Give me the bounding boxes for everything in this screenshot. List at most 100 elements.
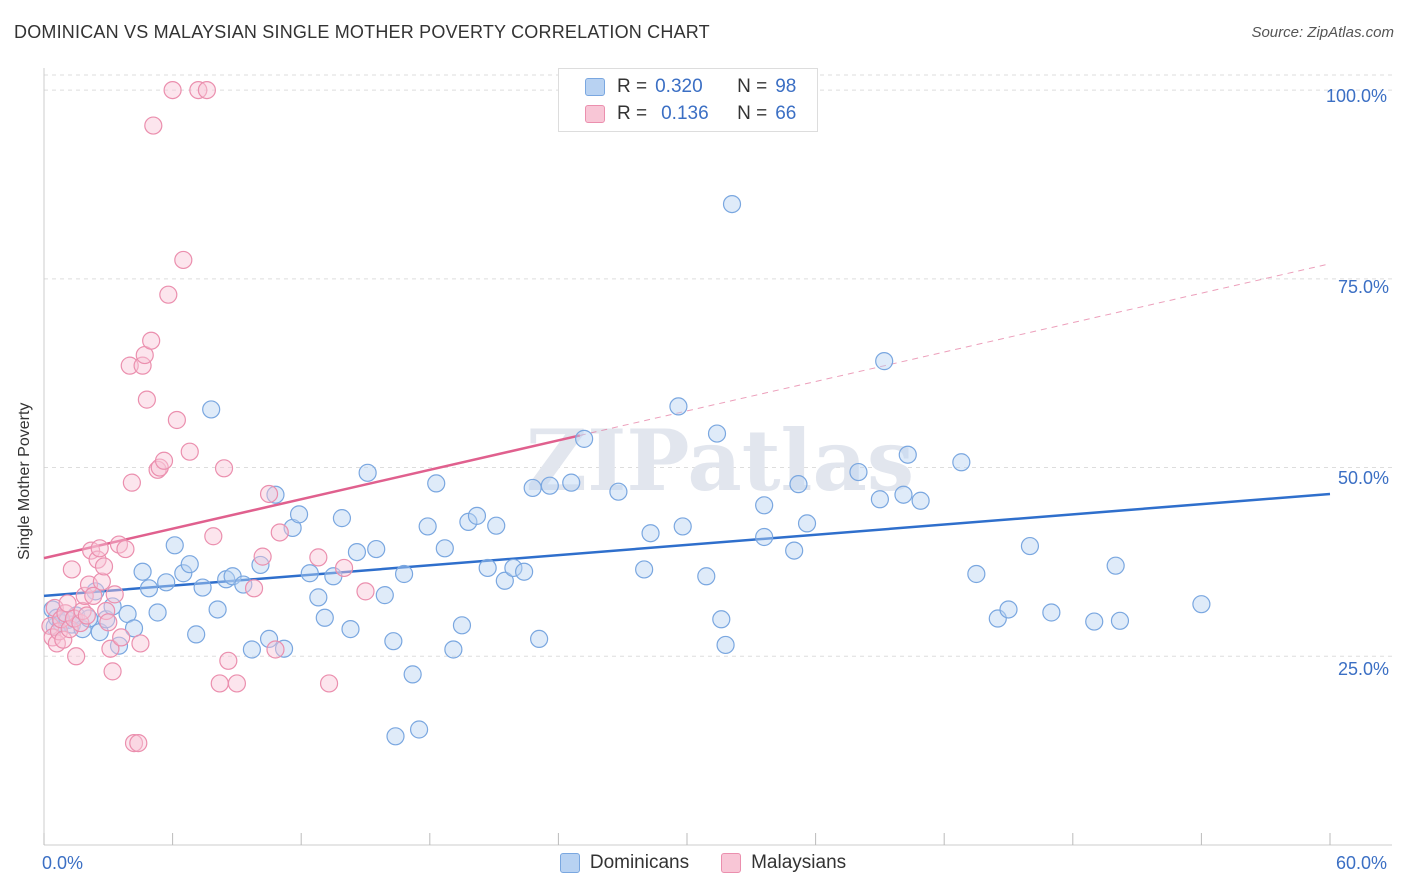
- point-malaysians-23: [94, 557, 114, 576]
- point-dominicans-45: [367, 539, 386, 559]
- legend-swatch-dominicans: [585, 78, 605, 96]
- point-dominicans-44: [358, 463, 377, 482]
- chart-title: DOMINICAN VS MALAYSIAN SINGLE MOTHER POV…: [14, 22, 710, 42]
- point-dominicans-21: [174, 564, 193, 583]
- point-malaysians-34: [124, 733, 144, 753]
- legend-swatch-malaysians: [585, 105, 605, 123]
- point-dominicans-88: [898, 445, 917, 464]
- point-dominicans-41: [332, 509, 352, 528]
- x-tick-label-min: 0.0%: [42, 853, 84, 873]
- axes: [43, 68, 1392, 846]
- point-dominicans-64: [523, 478, 542, 498]
- point-dominicans-22: [180, 555, 199, 574]
- point-dominicans-87: [894, 485, 913, 504]
- point-dominicans-90: [952, 453, 971, 472]
- point-dominicans-82: [789, 475, 808, 494]
- point-dominicans-54: [435, 539, 454, 558]
- point-dominicans-52: [418, 517, 437, 536]
- point-malaysians-61: [270, 523, 289, 542]
- point-dominicans-78: [722, 194, 742, 214]
- point-dominicans-43: [347, 542, 367, 562]
- point-dominicans-84: [849, 462, 868, 482]
- point-dominicans-20: [165, 536, 184, 555]
- point-malaysians-49: [180, 442, 199, 461]
- legend-label-malaysians: Malaysians: [751, 852, 847, 873]
- point-malaysians-54: [214, 459, 234, 478]
- point-dominicans-33: [266, 485, 285, 504]
- point-dominicans-97: [1106, 556, 1125, 575]
- trend-line-dominicans: [43, 492, 1331, 598]
- legend-n-label: N =: [737, 76, 768, 97]
- point-dominicans-49: [403, 665, 422, 684]
- point-dominicans-61: [495, 571, 514, 590]
- legend-r-label: R =: [617, 103, 648, 124]
- point-dominicans-32: [259, 629, 279, 649]
- point-malaysians-56: [227, 674, 246, 693]
- legend-swatch-dominicans: [559, 853, 580, 873]
- y-tick-label-75: 75.0%: [1338, 277, 1390, 297]
- chart-source: Source: ZipAtlas.com: [1251, 24, 1394, 41]
- point-dominicans-71: [641, 524, 660, 543]
- point-malaysians-10: [62, 560, 81, 579]
- trend-line-malaysians: [43, 434, 581, 560]
- legend-swatch-malaysians: [721, 853, 742, 873]
- point-dominicans-36: [289, 505, 309, 524]
- point-malaysians-65: [356, 582, 375, 601]
- point-dominicans-63: [515, 562, 534, 581]
- point-malaysians-30: [112, 628, 131, 647]
- point-malaysians-63: [319, 674, 339, 693]
- point-malaysians-39: [137, 390, 156, 409]
- legend-n-value: 98: [775, 76, 797, 97]
- stats-legend: R = 0.320 N = 98 R = 0.136 N = 66: [558, 68, 818, 132]
- point-malaysians-64: [334, 558, 354, 578]
- point-dominicans-38: [309, 588, 328, 607]
- point-dominicans-50: [386, 727, 405, 746]
- point-dominicans-58: [467, 506, 487, 525]
- point-dominicans-80: [755, 527, 774, 547]
- legend-n-value: 66: [775, 103, 797, 124]
- point-dominicans-94: [1020, 536, 1040, 556]
- point-malaysians-52: [204, 527, 223, 546]
- point-malaysians-47: [167, 410, 186, 430]
- point-dominicans-66: [540, 476, 559, 495]
- point-dominicans-98: [1110, 611, 1130, 630]
- watermark: ZIPatlas: [526, 411, 914, 510]
- legend-r-value: 0.136: [661, 103, 709, 124]
- point-dominicans-51: [409, 720, 429, 739]
- point-malaysians-22: [92, 572, 111, 591]
- point-dominicans-15: [124, 619, 144, 638]
- point-malaysians-19: [84, 586, 103, 605]
- point-dominicans-89: [911, 491, 930, 510]
- point-dominicans-46: [375, 586, 394, 605]
- legend-r-value: 0.320: [655, 76, 703, 97]
- point-malaysians-59: [259, 484, 279, 504]
- point-malaysians-45: [159, 285, 178, 304]
- point-dominicans-73: [673, 517, 692, 536]
- point-dominicans-42: [341, 619, 360, 639]
- point-malaysians-25: [99, 613, 118, 632]
- point-dominicans-26: [208, 600, 227, 619]
- point-dominicans-25: [202, 400, 221, 419]
- point-malaysians-58: [253, 547, 272, 566]
- legend-label-dominicans: Dominicans: [589, 852, 690, 873]
- point-malaysians-27: [103, 662, 122, 681]
- legend-row-dominicans: R = 0.320 N = 98: [585, 75, 796, 99]
- point-malaysians-9: [60, 619, 79, 639]
- point-malaysians-12: [67, 647, 86, 666]
- point-dominicans-23: [187, 625, 206, 644]
- point-malaysians-21: [90, 539, 109, 558]
- trend-lines: [43, 263, 1331, 598]
- point-malaysians-55: [219, 651, 238, 670]
- point-dominicans-69: [609, 482, 628, 501]
- y-tick-label-100: 100.0%: [1326, 86, 1388, 106]
- point-malaysians-62: [309, 548, 328, 567]
- point-dominicans-75: [707, 424, 727, 443]
- data-points: [41, 80, 1211, 753]
- legend-item-malaysians: Malaysians: [721, 852, 846, 874]
- point-dominicans-59: [478, 558, 497, 578]
- point-dominicans-67: [562, 473, 581, 492]
- point-dominicans-72: [669, 397, 688, 416]
- y-tick-label-50: 50.0%: [1338, 468, 1390, 488]
- point-malaysians-36: [131, 634, 150, 653]
